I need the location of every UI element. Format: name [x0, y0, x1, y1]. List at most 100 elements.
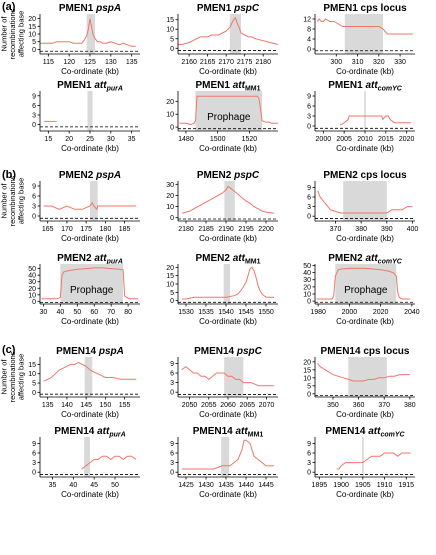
y-tick-label: 5 — [32, 39, 36, 46]
shaded-region — [223, 264, 230, 304]
series-line — [317, 190, 413, 214]
x-tick-label: 50 — [73, 309, 81, 316]
series-line — [81, 455, 137, 470]
y-tick-label: 3 — [170, 380, 174, 387]
y-tick-label: 50 — [28, 266, 36, 273]
x-tick-label: 45 — [90, 482, 98, 489]
y-tick-label: 0 — [307, 124, 311, 131]
y-tick-label: 10 — [28, 371, 36, 378]
chart-title: PMEN1 attcomYC — [328, 80, 403, 93]
y-tick-label: 10 — [28, 32, 36, 39]
y-tick-label: 0 — [170, 46, 174, 53]
chart-7: PMEN2 pspC 0 10 20 30 2180 2185 2190 2195 2200Co-… — [166, 170, 278, 243]
series-line — [43, 201, 137, 211]
x-tick-label: 2185 — [198, 226, 214, 233]
ylabel-line: affecting base — [17, 178, 26, 225]
x-tick-label: 30 — [39, 309, 47, 316]
y-tick-label: 0 — [32, 47, 36, 54]
shaded-region — [195, 91, 263, 131]
y-tick-label: 9 — [170, 361, 174, 368]
shaded-region — [344, 14, 384, 54]
x-tick-label: 2005 — [336, 136, 352, 143]
x-tick-label: 2000 — [342, 309, 358, 316]
x-tick-label: 1895 — [312, 482, 328, 489]
x-axis-label: Co-ordinate (kb) — [199, 67, 257, 76]
x-tick-label: 135 — [42, 402, 54, 409]
x-tick-label: 300 — [330, 59, 342, 66]
x-tick-label: 1530 — [178, 309, 194, 316]
y-tick-label: 20 — [166, 99, 174, 106]
chart-title: PMEN14 cps locus — [321, 346, 410, 357]
x-tick-label: 80 — [124, 309, 132, 316]
x-tick-label: 50 — [111, 482, 119, 489]
y-tick-label: 30 — [28, 279, 36, 286]
y-tick-label: 3 — [32, 113, 36, 120]
chart-title: PMEN2 attpurA — [57, 253, 123, 266]
series-line — [179, 95, 278, 126]
y-tick-label: 0 — [32, 122, 36, 129]
shaded-region — [343, 181, 387, 221]
x-axis-label: Co-ordinate (kb) — [199, 317, 257, 326]
x-tick-label: 15 — [44, 136, 52, 143]
x-tick-label: 1980 — [310, 309, 326, 316]
x-tick-label: 2020 — [399, 136, 415, 143]
y-tick-label: 20 — [166, 265, 174, 272]
x-tick-label: 2180 — [255, 59, 271, 66]
x-axis-label: Co-ordinate (kb) — [336, 410, 394, 419]
x-tick-label: 2180 — [178, 226, 194, 233]
shade-label: Prophage — [344, 285, 388, 296]
x-tick-label: 1550 — [258, 309, 274, 316]
x-axis-label: Co-ordinate (kb) — [199, 144, 257, 153]
x-tick-label: 35 — [49, 482, 57, 489]
series-line — [316, 18, 413, 35]
x-axis-label: Co-ordinate (kb) — [336, 317, 394, 326]
x-axis-label: Co-ordinate (kb) — [61, 67, 119, 76]
y-tick-label: 15 — [166, 17, 174, 24]
x-tick-label: 2165 — [200, 59, 216, 66]
y-tick-label: 0 — [32, 390, 36, 397]
shaded-region — [229, 14, 241, 54]
chart-title: PMEN1 attMM1 — [195, 80, 260, 93]
x-tick-label: 25 — [86, 136, 94, 143]
y-tick-label: 4 — [307, 37, 311, 44]
y-tick-label: 9 — [32, 441, 36, 448]
y-tick-label: 30 — [303, 277, 311, 284]
y-tick-label: 10 — [166, 204, 174, 211]
y-tick-label: 15 — [166, 273, 174, 280]
chart-title: PMEN2 cps locus — [323, 170, 407, 181]
x-axis-label: Co-ordinate (kb) — [336, 144, 394, 153]
x-tick-label: 20 — [65, 136, 73, 143]
x-axis-label: Co-ordinate (kb) — [61, 317, 119, 326]
y-tick-label: 6 — [32, 103, 36, 110]
chart-3: PMEN1 attpurA 0 3 6 9 15 20 25 30 35 Co-ordinate (… — [32, 80, 140, 153]
x-axis-label: Co-ordinate (kb) — [61, 410, 119, 419]
chart-title: PMEN14 pspA — [56, 346, 124, 357]
x-tick-label: 185 — [119, 226, 131, 233]
x-tick-label: 1520 — [242, 136, 258, 143]
x-tick-label: 1445 — [258, 482, 274, 489]
x-tick-label: 170 — [61, 226, 73, 233]
x-tick-label: 125 — [84, 59, 96, 66]
x-tick-label: 380 — [404, 402, 416, 409]
series-line — [41, 267, 139, 300]
ylabel-2: Number of recombinations affecting base — [0, 175, 26, 226]
x-axis-label: Co-ordinate (kb) — [199, 490, 257, 499]
y-tick-label: 0 — [307, 47, 311, 54]
x-tick-label: 330 — [394, 59, 406, 66]
series-line — [43, 362, 137, 382]
x-tick-label: 60 — [90, 309, 98, 316]
y-tick-label: 6 — [170, 451, 174, 458]
ylabel-line: Number of — [0, 359, 9, 395]
y-tick-label: 9 — [307, 185, 311, 192]
y-tick-label: 10 — [166, 282, 174, 289]
y-tick-label: 40 — [303, 270, 311, 277]
x-tick-label: 1540 — [218, 309, 234, 316]
x-tick-label: 1905 — [355, 482, 371, 489]
shaded-region — [364, 91, 366, 131]
x-tick-label: 2175 — [237, 59, 253, 66]
y-tick-label: 0 — [170, 215, 174, 222]
chart-title: PMEN2 pspC — [197, 170, 260, 181]
